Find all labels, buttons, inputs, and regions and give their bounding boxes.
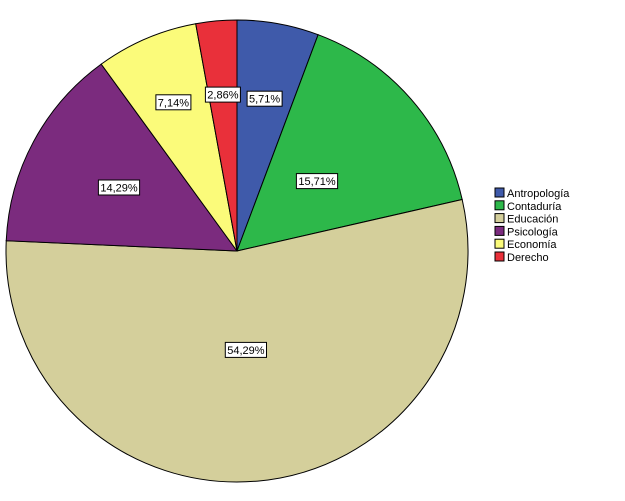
data-label-contaduria: 15,71%	[295, 173, 339, 190]
data-label-box	[97, 179, 141, 196]
legend: AntropologíaContaduríaEducaciónPsicologí…	[494, 187, 570, 264]
data-label-text: 7,14%	[158, 97, 189, 109]
legend-label: Educación	[507, 214, 558, 226]
pie-slice-psicologia	[5, 63, 239, 252]
data-label-text: 14,29%	[100, 183, 138, 195]
legend-label: Economía	[507, 239, 557, 251]
pie-slice-contaduria	[236, 34, 463, 252]
legend-swatch	[494, 213, 505, 224]
data-label-box	[224, 341, 268, 358]
data-label-derecho: 2,86%	[204, 86, 241, 103]
legend-swatch	[494, 238, 505, 249]
pie-slice-educacion	[5, 198, 469, 483]
data-label-educacion: 54,29%	[224, 341, 268, 358]
legend-label: Psicología	[507, 226, 559, 238]
data-label-antropologia: 5,71%	[246, 90, 283, 107]
data-label-economia: 7,14%	[155, 94, 192, 111]
legend-item-antropologia: Antropología	[494, 187, 570, 200]
legend-label: Contaduría	[507, 201, 562, 213]
legend-item-contaduria: Contaduría	[494, 200, 562, 213]
data-label-text: 2,86%	[207, 90, 238, 102]
data-label-text: 5,71%	[249, 94, 280, 106]
pie-slice-derecho	[195, 19, 238, 252]
legend-label: Derecho	[507, 252, 549, 264]
legend-swatch	[494, 200, 505, 211]
data-label-box	[295, 173, 339, 190]
data-label-text: 15,71%	[298, 176, 336, 188]
legend-swatch	[494, 187, 505, 198]
legend-swatch	[494, 225, 505, 236]
legend-item-educacion: Educación	[494, 213, 558, 226]
data-label-text: 54,29%	[227, 345, 265, 357]
data-label-psicologia: 14,29%	[97, 179, 141, 196]
pie-slice-economia	[100, 23, 238, 252]
legend-item-psicologia: Psicología	[494, 225, 559, 238]
legend-item-derecho: Derecho	[494, 251, 549, 264]
data-label-box	[246, 90, 283, 107]
legend-label: Antropología	[507, 188, 570, 200]
pie-slices	[5, 19, 469, 483]
legend-swatch	[494, 251, 505, 262]
pie-data-labels: 5,71% 15,71% 54,29% 14,29% 7,14% 2,86%	[97, 86, 339, 358]
data-label-box	[155, 94, 192, 111]
data-label-box	[204, 86, 241, 103]
legend-item-economia: Economía	[494, 238, 557, 251]
